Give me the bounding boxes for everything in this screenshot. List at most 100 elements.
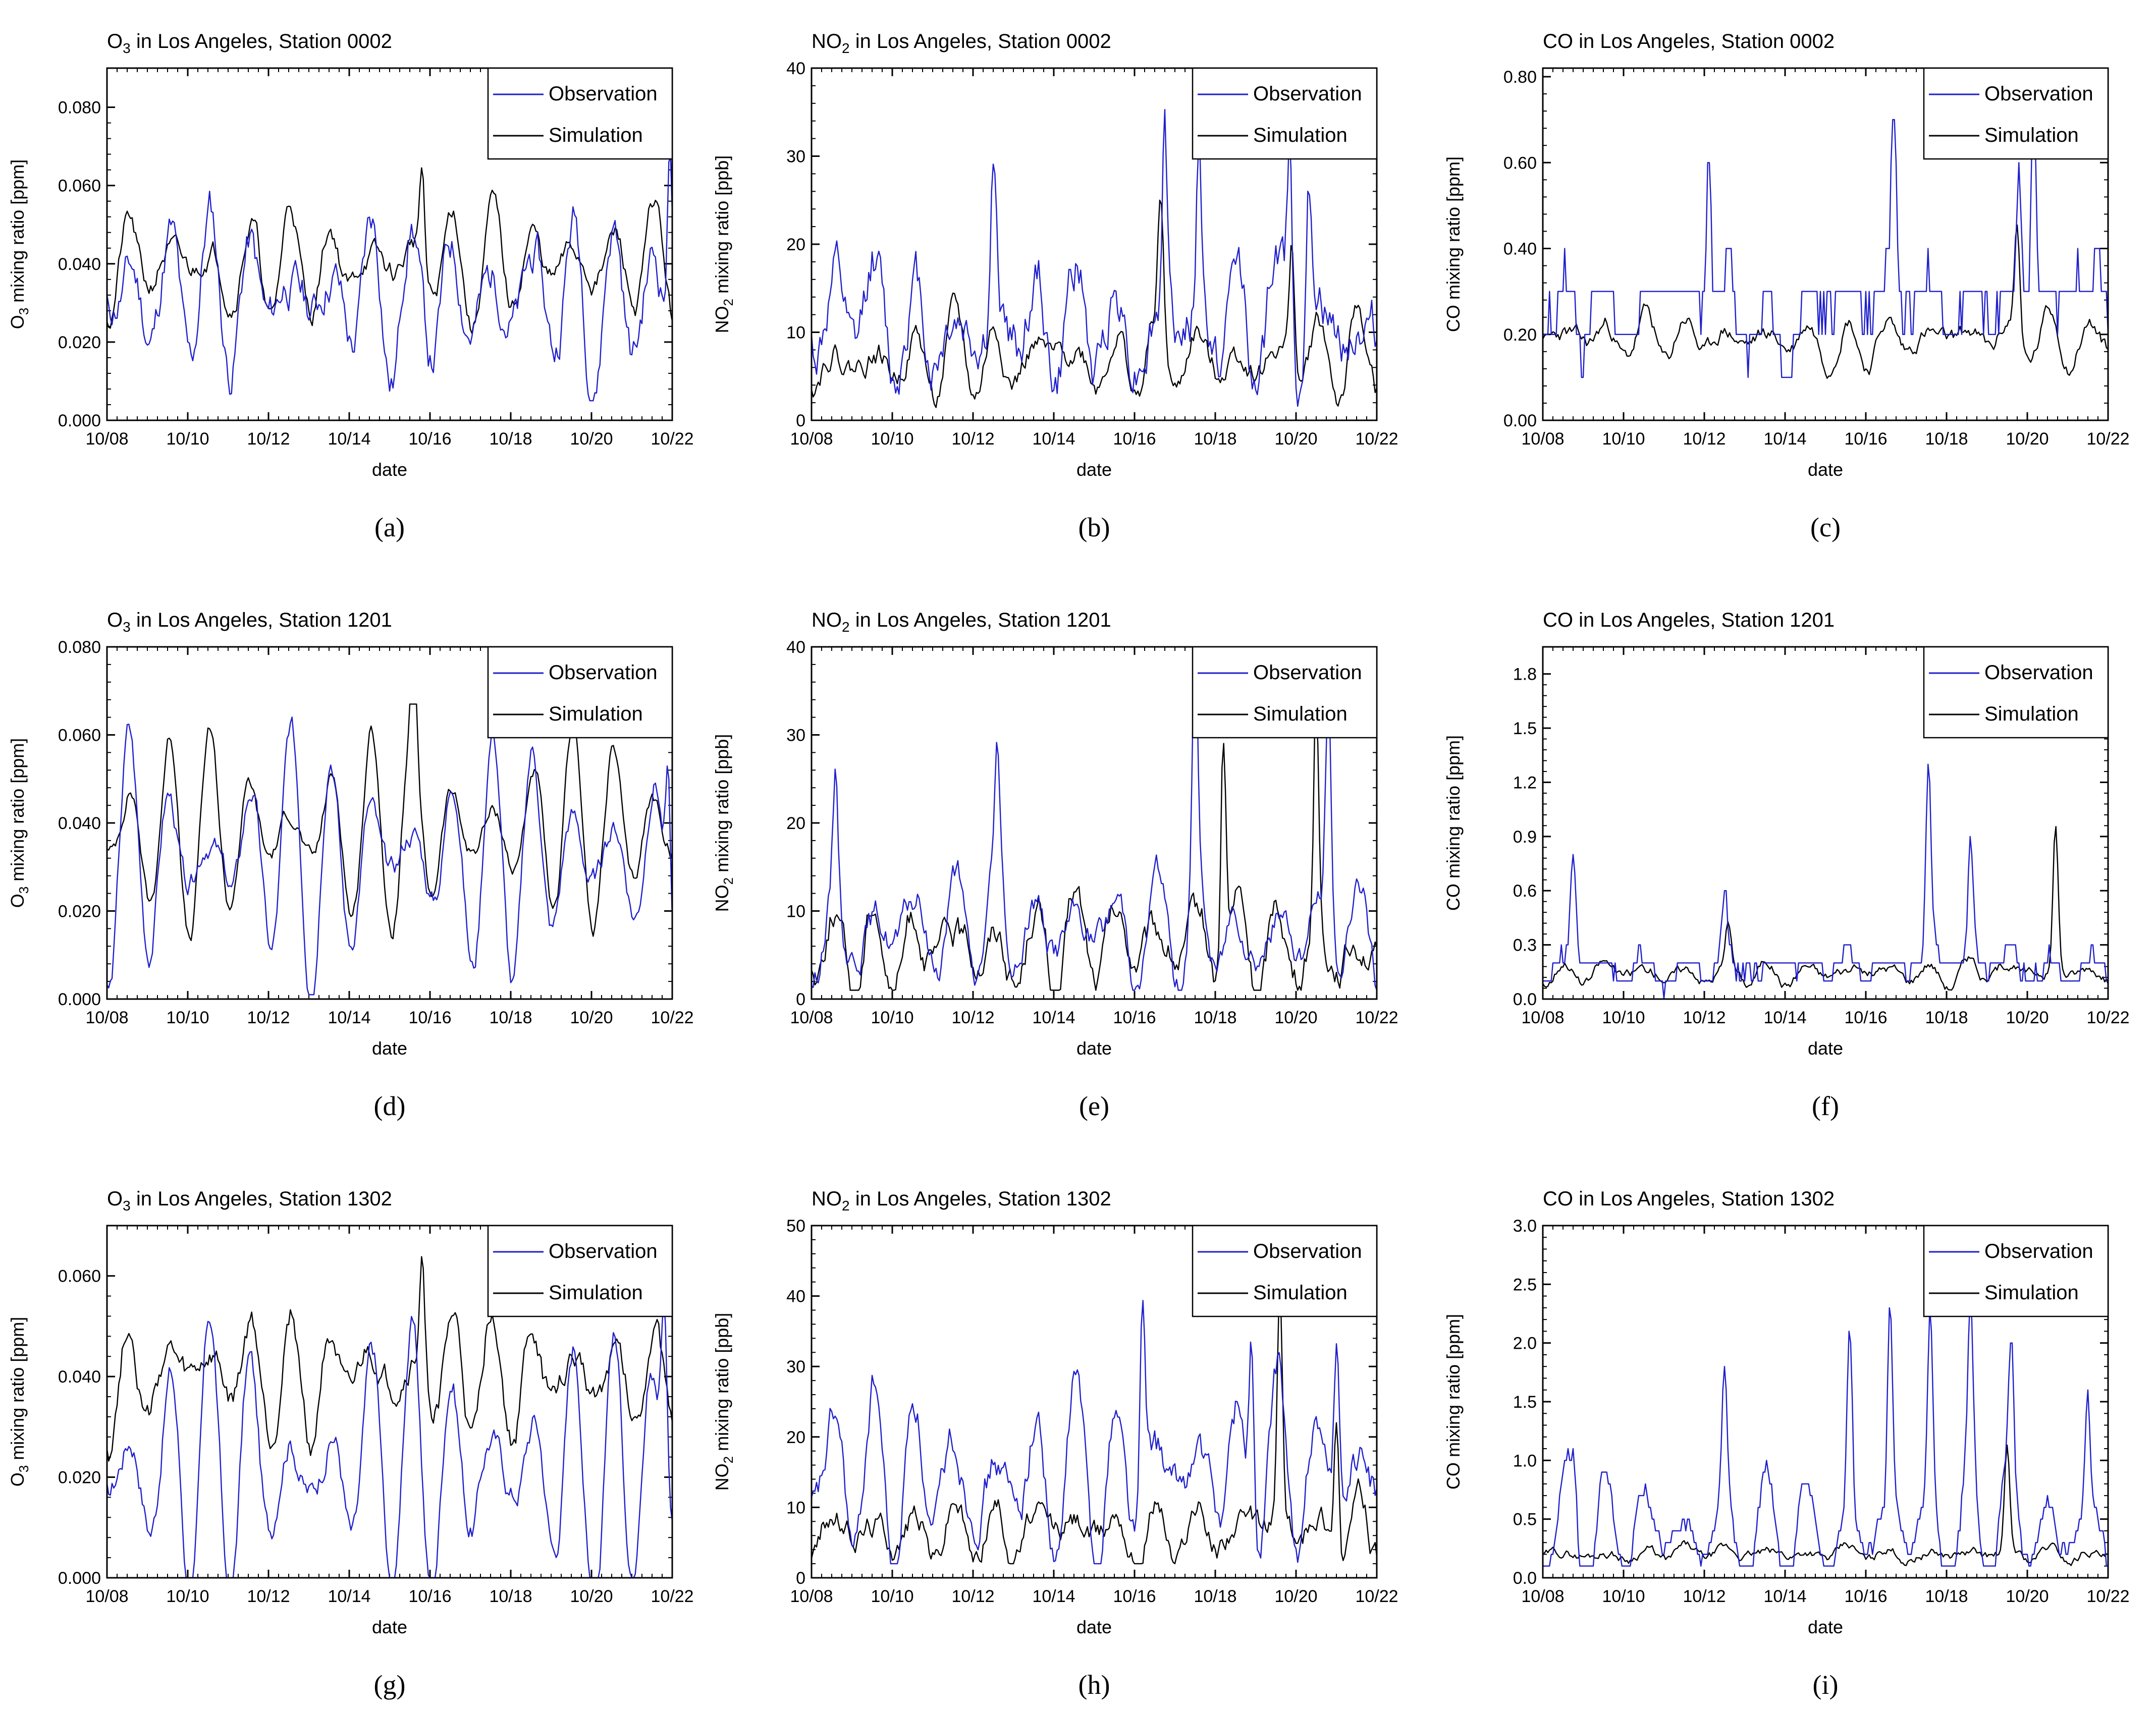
y-tick-label: 30 [786, 147, 805, 167]
plot-frame [811, 1225, 1378, 1579]
legend: Observation Simulation [1923, 1225, 2109, 1317]
y-axis-label: O3 mixing ratio [ppm] [7, 1317, 31, 1487]
x-tick-label: 10/22 [1355, 1587, 1398, 1606]
y-tick-label: 0.60 [1503, 153, 1537, 173]
observation-series-line [812, 1300, 1377, 1565]
x-tick-label: 10/14 [328, 1008, 370, 1027]
x-axis-label: date [1076, 1617, 1112, 1637]
ylabel-species: O [7, 894, 28, 908]
x-tick-label: 10/10 [166, 1008, 209, 1027]
x-axis-label: date [372, 1617, 407, 1637]
y-tick-label: 0.5 [1513, 1510, 1537, 1529]
simulation-series-line [1543, 224, 2108, 379]
title-rest: in Los Angeles, Station 1302 [850, 1188, 1111, 1210]
x-tick-label: 10/20 [1274, 1587, 1317, 1606]
plot-frame [1542, 1225, 2109, 1579]
y-tick-label: 20 [786, 1428, 805, 1447]
legend: Observation Simulation [487, 646, 673, 739]
x-tick-label: 10/14 [1763, 429, 1806, 449]
legend-box [1923, 67, 2109, 160]
ylabel-rest: mixing ratio [ppm] [7, 1317, 28, 1465]
ylabel-rest: mixing ratio [ppb] [712, 155, 732, 299]
chart-title: CO in Los Angeles, Station 1302 [1543, 1188, 1835, 1210]
simulation-series-line [107, 1256, 672, 1462]
y-tick-label: 0.9 [1513, 827, 1537, 847]
x-tick-label: 10/12 [951, 1008, 994, 1027]
panel-label: (b) [1079, 512, 1110, 542]
ylabel-species: O [7, 1472, 28, 1486]
title-species: O [107, 30, 123, 52]
y-tick-label: 0.040 [58, 255, 101, 274]
legend-box [1192, 1225, 1378, 1317]
title-species: NO [812, 30, 842, 52]
chart-panel-i: CO in Los Angeles, Station 1302 CO mixing… [1443, 1188, 2130, 1700]
y-tick-label: 3.0 [1513, 1217, 1537, 1236]
plot-frame [106, 67, 673, 421]
title-species: O [107, 609, 123, 631]
y-tick-label: 0.020 [58, 902, 101, 921]
y-tick-label: 10 [786, 1498, 805, 1517]
y-tick-label: 0.080 [58, 98, 101, 118]
plot-frame [1542, 67, 2109, 421]
panel-label: (a) [374, 512, 405, 542]
x-tick-label: 10/18 [1194, 1008, 1236, 1027]
legend-simulation-label: Simulation [1984, 1282, 2079, 1304]
ylabel-species: CO [1443, 884, 1464, 911]
y-tick-label: 0.060 [58, 1267, 101, 1286]
observation-series-line [107, 156, 672, 402]
ylabel-subscript: 3 [16, 887, 31, 894]
y-tick-label: 40 [786, 1287, 805, 1306]
simulation-series-line [1543, 825, 2108, 991]
x-tick-label: 10/18 [489, 429, 532, 449]
x-axis-label: date [372, 1038, 407, 1059]
y-axis-label: CO mixing ratio [ppm] [1443, 735, 1464, 911]
x-tick-label: 10/20 [1274, 429, 1317, 449]
x-tick-label: 10/22 [651, 1587, 693, 1606]
y-axis-label: O3 mixing ratio [ppm] [7, 738, 31, 908]
x-tick-label: 10/08 [85, 429, 128, 449]
y-tick-label: 0.000 [58, 990, 101, 1009]
y-tick-label: 1.5 [1513, 1393, 1537, 1412]
x-tick-label: 10/22 [2086, 429, 2129, 449]
ylabel-subscript: 2 [721, 877, 736, 885]
y-axis-label: CO mixing ratio [ppm] [1443, 1314, 1464, 1489]
observation-series-line [812, 655, 1377, 991]
y-tick-label: 0.040 [58, 1367, 101, 1387]
ylabel-rest: mixing ratio [ppm] [1443, 1314, 1464, 1462]
y-tick-label: 0.080 [58, 638, 101, 657]
ylabel-subscript: 3 [16, 1465, 31, 1472]
x-tick-label: 10/16 [408, 429, 451, 449]
y-axis-label: O3 mixing ratio [ppm] [7, 159, 31, 329]
panel-label: (f) [1812, 1091, 1839, 1121]
title-subscript: 2 [842, 619, 850, 635]
x-tick-label: 10/22 [651, 1008, 693, 1027]
legend-observation-label: Observation [1984, 661, 2093, 684]
ylabel-subscript: 2 [721, 1456, 736, 1463]
x-tick-label: 10/18 [489, 1587, 532, 1606]
x-tick-label: 10/10 [1602, 1008, 1645, 1027]
y-tick-label: 0.000 [58, 411, 101, 430]
y-tick-label: 0.6 [1513, 881, 1537, 901]
x-tick-label: 10/12 [1683, 429, 1726, 449]
title-rest: in Los Angeles, Station 1302 [1573, 1188, 1835, 1210]
ylabel-species: NO [712, 1463, 732, 1491]
y-tick-label: 40 [786, 59, 805, 78]
plot-frame [1542, 646, 2109, 1000]
x-tick-label: 10/08 [790, 1008, 833, 1027]
observation-series-line [812, 108, 1377, 407]
title-species: NO [812, 609, 842, 631]
legend-simulation-label: Simulation [1984, 703, 2079, 725]
plot-frame [811, 646, 1378, 1000]
legend-observation-label: Observation [549, 1240, 658, 1262]
y-tick-label: 0.020 [58, 333, 101, 352]
legend-observation-label: Observation [1984, 1240, 2093, 1262]
x-tick-label: 10/12 [247, 429, 290, 449]
title-species: CO [1543, 609, 1573, 631]
chart-title: O3 in Los Angeles, Station 1302 [107, 1188, 392, 1213]
y-tick-label: 10 [786, 902, 805, 921]
simulation-series-line [812, 199, 1377, 408]
ylabel-subscript: 3 [16, 308, 31, 315]
